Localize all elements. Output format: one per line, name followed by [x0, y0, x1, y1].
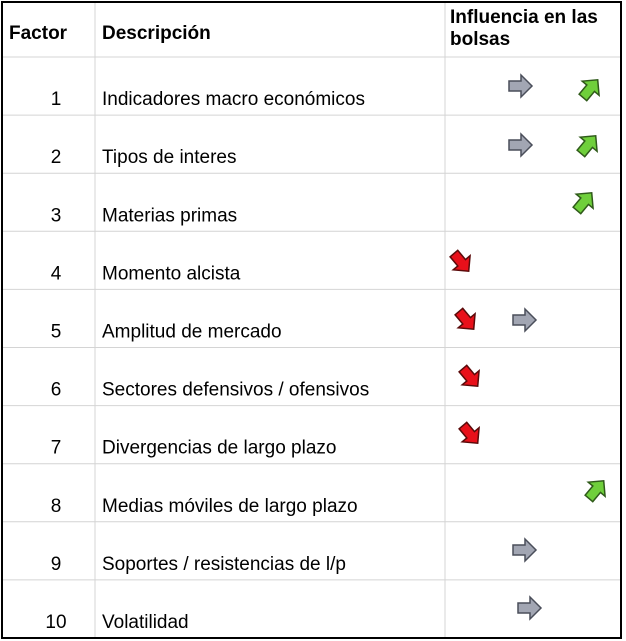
- header-cell: Influencia en las bolsas: [450, 7, 598, 50]
- influence-arrows: [444, 71, 613, 620]
- factor-cell: 9: [51, 554, 62, 575]
- factor-cell: 7: [51, 438, 62, 459]
- description-cell: Amplitud de mercado: [102, 322, 282, 343]
- factor-cell: 8: [51, 496, 62, 517]
- factor-cell: 4: [51, 263, 62, 284]
- description-cell: Soportes / resistencias de l/p: [102, 554, 346, 575]
- factor-cell: 2: [51, 147, 62, 168]
- down-arrow: [453, 417, 487, 452]
- factor-cell: 10: [45, 612, 66, 633]
- up-arrow: [567, 184, 601, 219]
- description-cell: Tipos de interes: [102, 147, 236, 168]
- neutral-arrow: [512, 308, 537, 332]
- header-cell: Descripción: [102, 23, 211, 44]
- description-cell: Medias móviles de largo plazo: [102, 496, 358, 517]
- down-arrow: [453, 360, 487, 395]
- description-cell: Divergencias de largo plazo: [102, 438, 336, 459]
- neutral-arrow: [517, 596, 542, 620]
- down-arrow: [449, 303, 483, 338]
- description-cell: Volatilidad: [102, 612, 189, 633]
- factor-cell: 3: [51, 205, 62, 226]
- up-arrow: [573, 71, 607, 106]
- down-arrow: [444, 245, 478, 280]
- factor-cell: 5: [51, 322, 62, 343]
- description-cell: Momento alcista: [102, 263, 241, 284]
- neutral-arrow: [508, 74, 533, 98]
- up-arrow: [571, 127, 605, 162]
- neutral-arrow: [508, 133, 533, 157]
- up-arrow: [579, 472, 613, 507]
- factor-cell: 1: [51, 89, 62, 110]
- description-cell: Materias primas: [102, 205, 237, 226]
- factor-cell: 6: [51, 380, 62, 401]
- neutral-arrow: [512, 538, 537, 562]
- description-cell: Sectores defensivos / ofensivos: [102, 380, 369, 401]
- header-cell: Factor: [9, 23, 68, 44]
- description-cell: Indicadores macro económicos: [102, 89, 365, 110]
